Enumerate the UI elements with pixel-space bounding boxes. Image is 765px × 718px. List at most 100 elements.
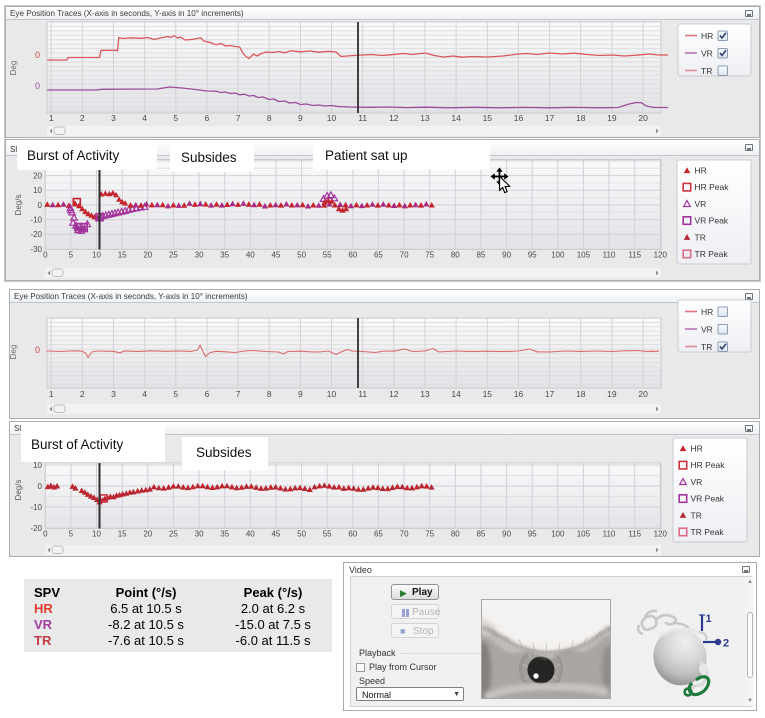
svg-text:75: 75 (425, 530, 434, 539)
svg-text:HR Peak: HR Peak (691, 460, 726, 470)
svg-text:7: 7 (236, 113, 241, 123)
svg-text:10: 10 (92, 251, 101, 260)
svg-text:100: 100 (551, 530, 565, 539)
svg-text:VR: VR (691, 477, 703, 487)
svg-text:40: 40 (246, 530, 255, 539)
svg-text:1: 1 (706, 613, 712, 625)
svg-text:HR: HR (701, 31, 713, 41)
svg-text:75: 75 (425, 251, 434, 260)
svg-text:VR Peak: VR Peak (695, 216, 729, 226)
svg-text:45: 45 (271, 530, 280, 539)
svg-text:1: 1 (49, 389, 54, 399)
svg-text:Deg: Deg (9, 345, 18, 360)
svg-text:15: 15 (118, 530, 127, 539)
svg-text:95: 95 (528, 251, 537, 260)
svg-text:20: 20 (33, 171, 42, 180)
svg-text:25: 25 (169, 530, 178, 539)
svg-text:105: 105 (577, 251, 591, 260)
svg-text:20: 20 (638, 389, 648, 399)
svg-text:TR: TR (701, 66, 712, 76)
svg-text:10: 10 (92, 530, 101, 539)
svg-text:9: 9 (298, 113, 303, 123)
svg-text:HR: HR (695, 166, 707, 176)
svg-text:14: 14 (451, 389, 461, 399)
svg-text:TR Peak: TR Peak (695, 249, 729, 259)
svg-text:8: 8 (267, 389, 272, 399)
svg-text:120: 120 (654, 251, 668, 260)
svg-text:80: 80 (451, 530, 460, 539)
svg-text:VR: VR (701, 49, 713, 59)
svg-text:10: 10 (327, 389, 337, 399)
svg-text:TR: TR (701, 342, 712, 352)
svg-text:100: 100 (551, 251, 565, 260)
svg-text:15: 15 (483, 389, 493, 399)
svg-text:60: 60 (348, 530, 357, 539)
svg-text:HR Peak: HR Peak (695, 182, 730, 192)
svg-text:6: 6 (205, 113, 210, 123)
svg-text:35: 35 (220, 530, 229, 539)
svg-text:50: 50 (297, 251, 306, 260)
svg-text:5: 5 (69, 530, 74, 539)
svg-text:90: 90 (502, 251, 511, 260)
svg-text:HR: HR (701, 307, 713, 317)
svg-text:Deg/s: Deg/s (14, 480, 23, 501)
svg-text:15: 15 (483, 113, 493, 123)
svg-text:8: 8 (267, 113, 272, 123)
svg-text:40: 40 (246, 251, 255, 260)
svg-text:60: 60 (348, 251, 357, 260)
svg-text:19: 19 (607, 113, 617, 123)
svg-text:Deg/s: Deg/s (14, 195, 23, 216)
svg-text:-20: -20 (30, 524, 42, 533)
svg-text:7: 7 (236, 389, 241, 399)
svg-text:85: 85 (476, 251, 485, 260)
svg-text:12: 12 (389, 389, 399, 399)
svg-text:110: 110 (603, 251, 616, 260)
svg-text:110: 110 (603, 530, 616, 539)
svg-text:-30: -30 (30, 245, 42, 254)
svg-text:2: 2 (723, 638, 729, 650)
svg-text:11: 11 (358, 113, 367, 123)
svg-text:4: 4 (142, 113, 147, 123)
svg-text:85: 85 (476, 530, 485, 539)
svg-text:55: 55 (323, 530, 332, 539)
svg-text:120: 120 (654, 530, 668, 539)
svg-text:13: 13 (420, 389, 430, 399)
svg-text:-10: -10 (30, 216, 42, 225)
svg-text:20: 20 (638, 113, 648, 123)
svg-text:19: 19 (607, 389, 617, 399)
svg-text:35: 35 (220, 251, 229, 260)
svg-text:16: 16 (514, 113, 524, 123)
svg-text:HR: HR (691, 444, 703, 454)
svg-text:2: 2 (80, 389, 85, 399)
svg-text:0: 0 (38, 482, 43, 491)
svg-text:14: 14 (451, 113, 461, 123)
svg-text:90: 90 (502, 530, 511, 539)
svg-text:30: 30 (195, 530, 204, 539)
svg-text:VR: VR (695, 199, 707, 209)
svg-text:0: 0 (35, 50, 40, 60)
svg-text:VR: VR (701, 325, 713, 335)
svg-text:65: 65 (374, 251, 383, 260)
svg-text:20: 20 (143, 251, 152, 260)
svg-text:20: 20 (143, 530, 152, 539)
svg-text:2: 2 (80, 113, 85, 123)
svg-text:10: 10 (327, 113, 337, 123)
svg-text:70: 70 (400, 251, 409, 260)
svg-text:16: 16 (514, 389, 524, 399)
svg-text:5: 5 (69, 251, 74, 260)
svg-text:10: 10 (33, 186, 42, 195)
svg-text:95: 95 (528, 530, 537, 539)
svg-text:15: 15 (118, 251, 127, 260)
svg-text:25: 25 (169, 251, 178, 260)
svg-text:17: 17 (545, 113, 555, 123)
svg-text:-10: -10 (30, 503, 42, 512)
svg-text:TR Peak: TR Peak (691, 527, 725, 537)
svg-text:VR Peak: VR Peak (691, 494, 725, 504)
svg-text:0: 0 (43, 530, 48, 539)
svg-text:4: 4 (142, 389, 147, 399)
svg-text:0: 0 (35, 81, 40, 91)
svg-text:30: 30 (195, 251, 204, 260)
svg-text:50: 50 (297, 530, 306, 539)
svg-text:105: 105 (577, 530, 591, 539)
svg-text:115: 115 (628, 530, 641, 539)
